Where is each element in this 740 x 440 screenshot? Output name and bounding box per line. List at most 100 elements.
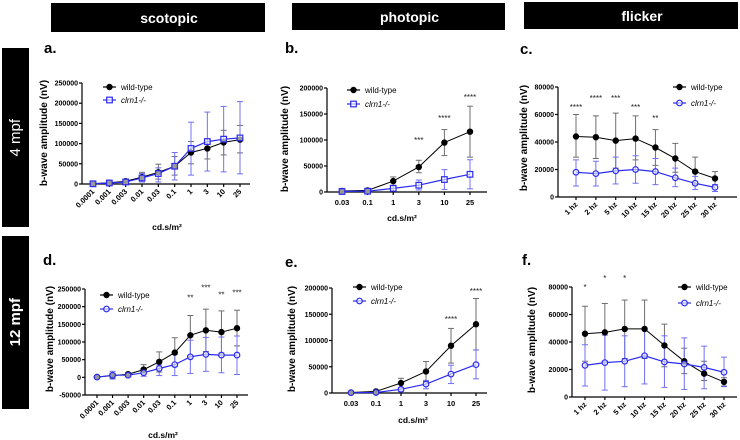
data-point [202, 350, 210, 358]
y-tick-label: 40000 [535, 140, 555, 147]
legend-item: clrn1-/- [353, 297, 396, 306]
significance-label: **** [570, 103, 582, 112]
data-point [447, 342, 455, 349]
significance-label: **** [470, 287, 482, 296]
x-tick-label: 1 [399, 399, 403, 408]
y-axis-title: b-wave amplitude (nV) [527, 287, 538, 393]
series-line-clrn1 [96, 353, 237, 378]
data-point [390, 177, 397, 185]
column-header-label: flicker [621, 7, 663, 24]
significance-label: *** [201, 284, 210, 293]
data-point [632, 166, 639, 173]
y-tick-label: 200000 [305, 286, 328, 293]
y-axis-title: b-wave amplitude (nV) [280, 86, 291, 192]
y-tick-label: 80000 [535, 85, 555, 92]
legend-label: clrn1-/- [691, 99, 716, 108]
data-point [661, 358, 668, 366]
data-point [89, 180, 97, 188]
legend-label: clrn1-/- [696, 299, 721, 308]
y-axis-title: b-wave amplitude (nV) [45, 286, 56, 392]
data-point [680, 360, 688, 368]
data-point [691, 179, 699, 187]
y-tick-label: 150000 [300, 112, 323, 119]
data-point [236, 134, 244, 142]
x-tick-label: 3 [200, 398, 209, 407]
legend-swatch-marker [676, 99, 683, 107]
column-header-label: scotopic [140, 9, 198, 26]
x-tick-label: 30 hz [699, 200, 719, 220]
x-tick-label: 10 hz [628, 400, 648, 420]
legend: wild-type clrn1-/- [103, 83, 153, 105]
data-point [140, 369, 148, 377]
x-tick-label: 1 hz [563, 200, 580, 217]
data-point [632, 135, 639, 142]
y-tick-label: 80000 [549, 285, 569, 292]
legend-item: clrn1-/- [347, 100, 390, 109]
x-tick-label: 3 [424, 399, 428, 408]
series-line-wild-type [96, 327, 238, 378]
legend-label: wild-type [117, 291, 150, 300]
data-point [171, 349, 178, 356]
legend-item: wild-type [100, 291, 150, 300]
data-point [581, 361, 589, 369]
y-tick-label: 50000 [304, 164, 324, 171]
x-tick-label: 10 [213, 398, 225, 410]
y-tick-label: 150000 [305, 312, 328, 319]
significance-label: ** [187, 293, 193, 302]
x-tick-label: 0.01 [130, 398, 147, 415]
x-tick-label: 1 hz [572, 400, 589, 417]
x-tick-label: 0.03 [145, 187, 162, 204]
data-point [233, 325, 241, 332]
significance-label: *** [631, 103, 640, 112]
y-tick-label: 100000 [300, 138, 323, 145]
x-tick-label: 3 [417, 198, 421, 207]
legend-swatch-marker [676, 83, 683, 91]
data-point [347, 389, 355, 397]
x-tick-label: 2 hz [583, 200, 600, 217]
data-point [441, 139, 448, 146]
data-point [397, 385, 405, 393]
data-point [187, 332, 194, 339]
row-header-12-mpf: 12 mpf [2, 236, 29, 409]
x-tick-label: 0.03 [146, 398, 163, 415]
panel-label-b: b. [285, 40, 299, 57]
chart-f: 0 20000 40000 60000 80000 1 hz 2 hz 5 hz 10 hz 15… [527, 274, 737, 420]
y-tick-label: 0 [324, 391, 328, 398]
data-point [447, 370, 455, 378]
y-tick-label: 0 [564, 395, 568, 402]
y-axis-title: b-wave amplitude (nV) [287, 286, 298, 392]
panel-label-f: f. [522, 252, 532, 269]
data-points-wild-type [581, 325, 728, 386]
legend: wild-type clrn1-/- [100, 291, 150, 314]
panel-label-c: c. [520, 41, 533, 58]
data-point [138, 174, 146, 182]
x-tick-label: 15 hz [639, 200, 659, 220]
legend-swatch-marker [681, 299, 688, 307]
series-line-clrn1 [341, 173, 471, 193]
series-line-clrn1 [350, 364, 477, 394]
data-point [171, 162, 179, 170]
data-point [124, 371, 132, 379]
x-tick-label: 0.001 [96, 398, 116, 418]
y-tick-label: 50000 [309, 364, 329, 371]
y-tick-label: 20000 [549, 367, 569, 374]
data-point [700, 370, 708, 377]
data-point [415, 163, 422, 171]
x-axis-title: cd.s/m² [398, 415, 428, 425]
legend-swatch-marker [103, 305, 110, 313]
data-point [581, 330, 589, 337]
data-point [472, 361, 480, 369]
y-tick-label: 0 [74, 182, 78, 189]
x-tick-label: 0.1 [164, 187, 178, 201]
legend-label: wild-type [364, 86, 397, 95]
y-tick-label: 0 [77, 375, 81, 382]
significance-label: * [603, 274, 606, 283]
x-tick-label: 1 [184, 398, 193, 407]
data-point [415, 181, 423, 189]
data-point [186, 353, 194, 361]
data-point [720, 368, 728, 376]
data-point [592, 170, 600, 178]
x-tick-label: 0.1 [164, 398, 178, 412]
y-tick-label: 150000 [55, 121, 78, 128]
y-tick-label: 50000 [59, 161, 79, 168]
